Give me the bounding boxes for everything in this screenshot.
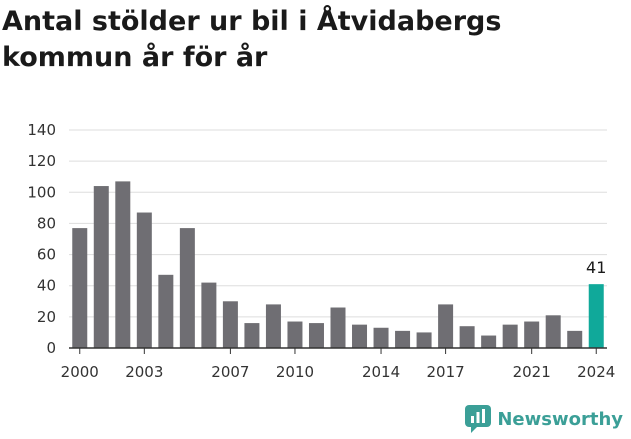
- bars: [72, 181, 604, 348]
- bar-2021: [524, 321, 540, 348]
- x-tick-label: 2000: [61, 363, 99, 381]
- bar-2018: [459, 326, 475, 348]
- y-tick-label: 60: [37, 246, 56, 264]
- bar-2007: [222, 301, 238, 348]
- y-tick-label: 80: [37, 214, 56, 232]
- bar-2004: [158, 274, 174, 348]
- bar-2006: [201, 282, 217, 348]
- y-tick-label: 0: [46, 339, 56, 357]
- x-tick-label: 2021: [513, 363, 551, 381]
- y-gridlines: [69, 129, 607, 349]
- bar-2012: [330, 307, 346, 348]
- x-tick-label: 2024: [577, 363, 615, 381]
- bar-2011: [308, 323, 324, 348]
- brand-logo: Newsworthy: [465, 405, 623, 433]
- bar-2015: [395, 330, 411, 348]
- x-tick-label: 2014: [362, 363, 400, 381]
- bar-2024: [588, 284, 604, 348]
- bar-2002: [115, 181, 131, 348]
- data-labels: 41: [586, 258, 606, 277]
- bar-2022: [545, 315, 561, 348]
- bar-2013: [352, 324, 368, 348]
- bar-2005: [179, 228, 195, 348]
- bar-2003: [136, 212, 152, 348]
- y-tick-label: 120: [27, 152, 56, 170]
- bar-2023: [567, 330, 583, 348]
- chart-title: Antal stölder ur bil i Åtvidabergs kommu…: [2, 6, 502, 73]
- x-tick-label: 2003: [125, 363, 163, 381]
- x-axis-ticks: 2000 2003 2007 2010 2014 2017 2021 2024: [61, 348, 615, 381]
- x-tick-label: 2007: [211, 363, 249, 381]
- x-tick-label: 2017: [427, 363, 465, 381]
- brand-name: Newsworthy: [497, 408, 623, 430]
- bar-2001: [93, 186, 109, 348]
- bar-2014: [373, 327, 389, 348]
- bar-2010: [287, 321, 303, 348]
- y-tick-label: 140: [27, 121, 56, 139]
- y-axis-ticks: 0 20 40 60 80 100 120 140: [27, 121, 56, 357]
- bar-2009: [265, 304, 281, 348]
- bar-2017: [438, 304, 454, 348]
- y-tick-label: 20: [37, 308, 56, 326]
- newsworthy-logo-icon: [465, 405, 492, 433]
- x-tick-label: 2010: [276, 363, 314, 381]
- bar-2019: [481, 335, 497, 348]
- data-label: 41: [586, 258, 606, 277]
- y-tick-label: 40: [37, 277, 56, 295]
- bar-2008: [244, 323, 260, 348]
- y-tick-label: 100: [27, 183, 56, 201]
- bar-2016: [416, 332, 432, 348]
- bar-2000: [72, 228, 88, 348]
- bar-2020: [502, 324, 518, 348]
